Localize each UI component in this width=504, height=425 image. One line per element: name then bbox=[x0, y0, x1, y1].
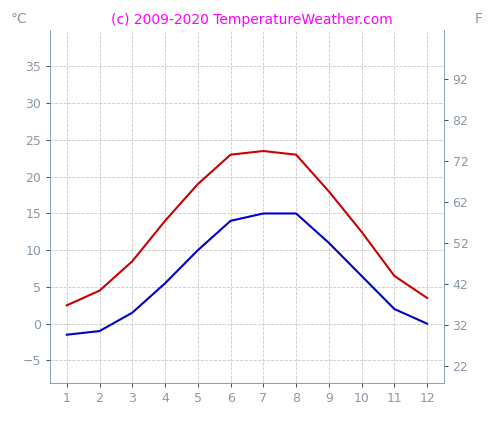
Text: °C: °C bbox=[11, 12, 28, 26]
Text: F: F bbox=[475, 12, 483, 26]
Text: (c) 2009-2020 TemperatureWeather.com: (c) 2009-2020 TemperatureWeather.com bbox=[111, 13, 393, 27]
